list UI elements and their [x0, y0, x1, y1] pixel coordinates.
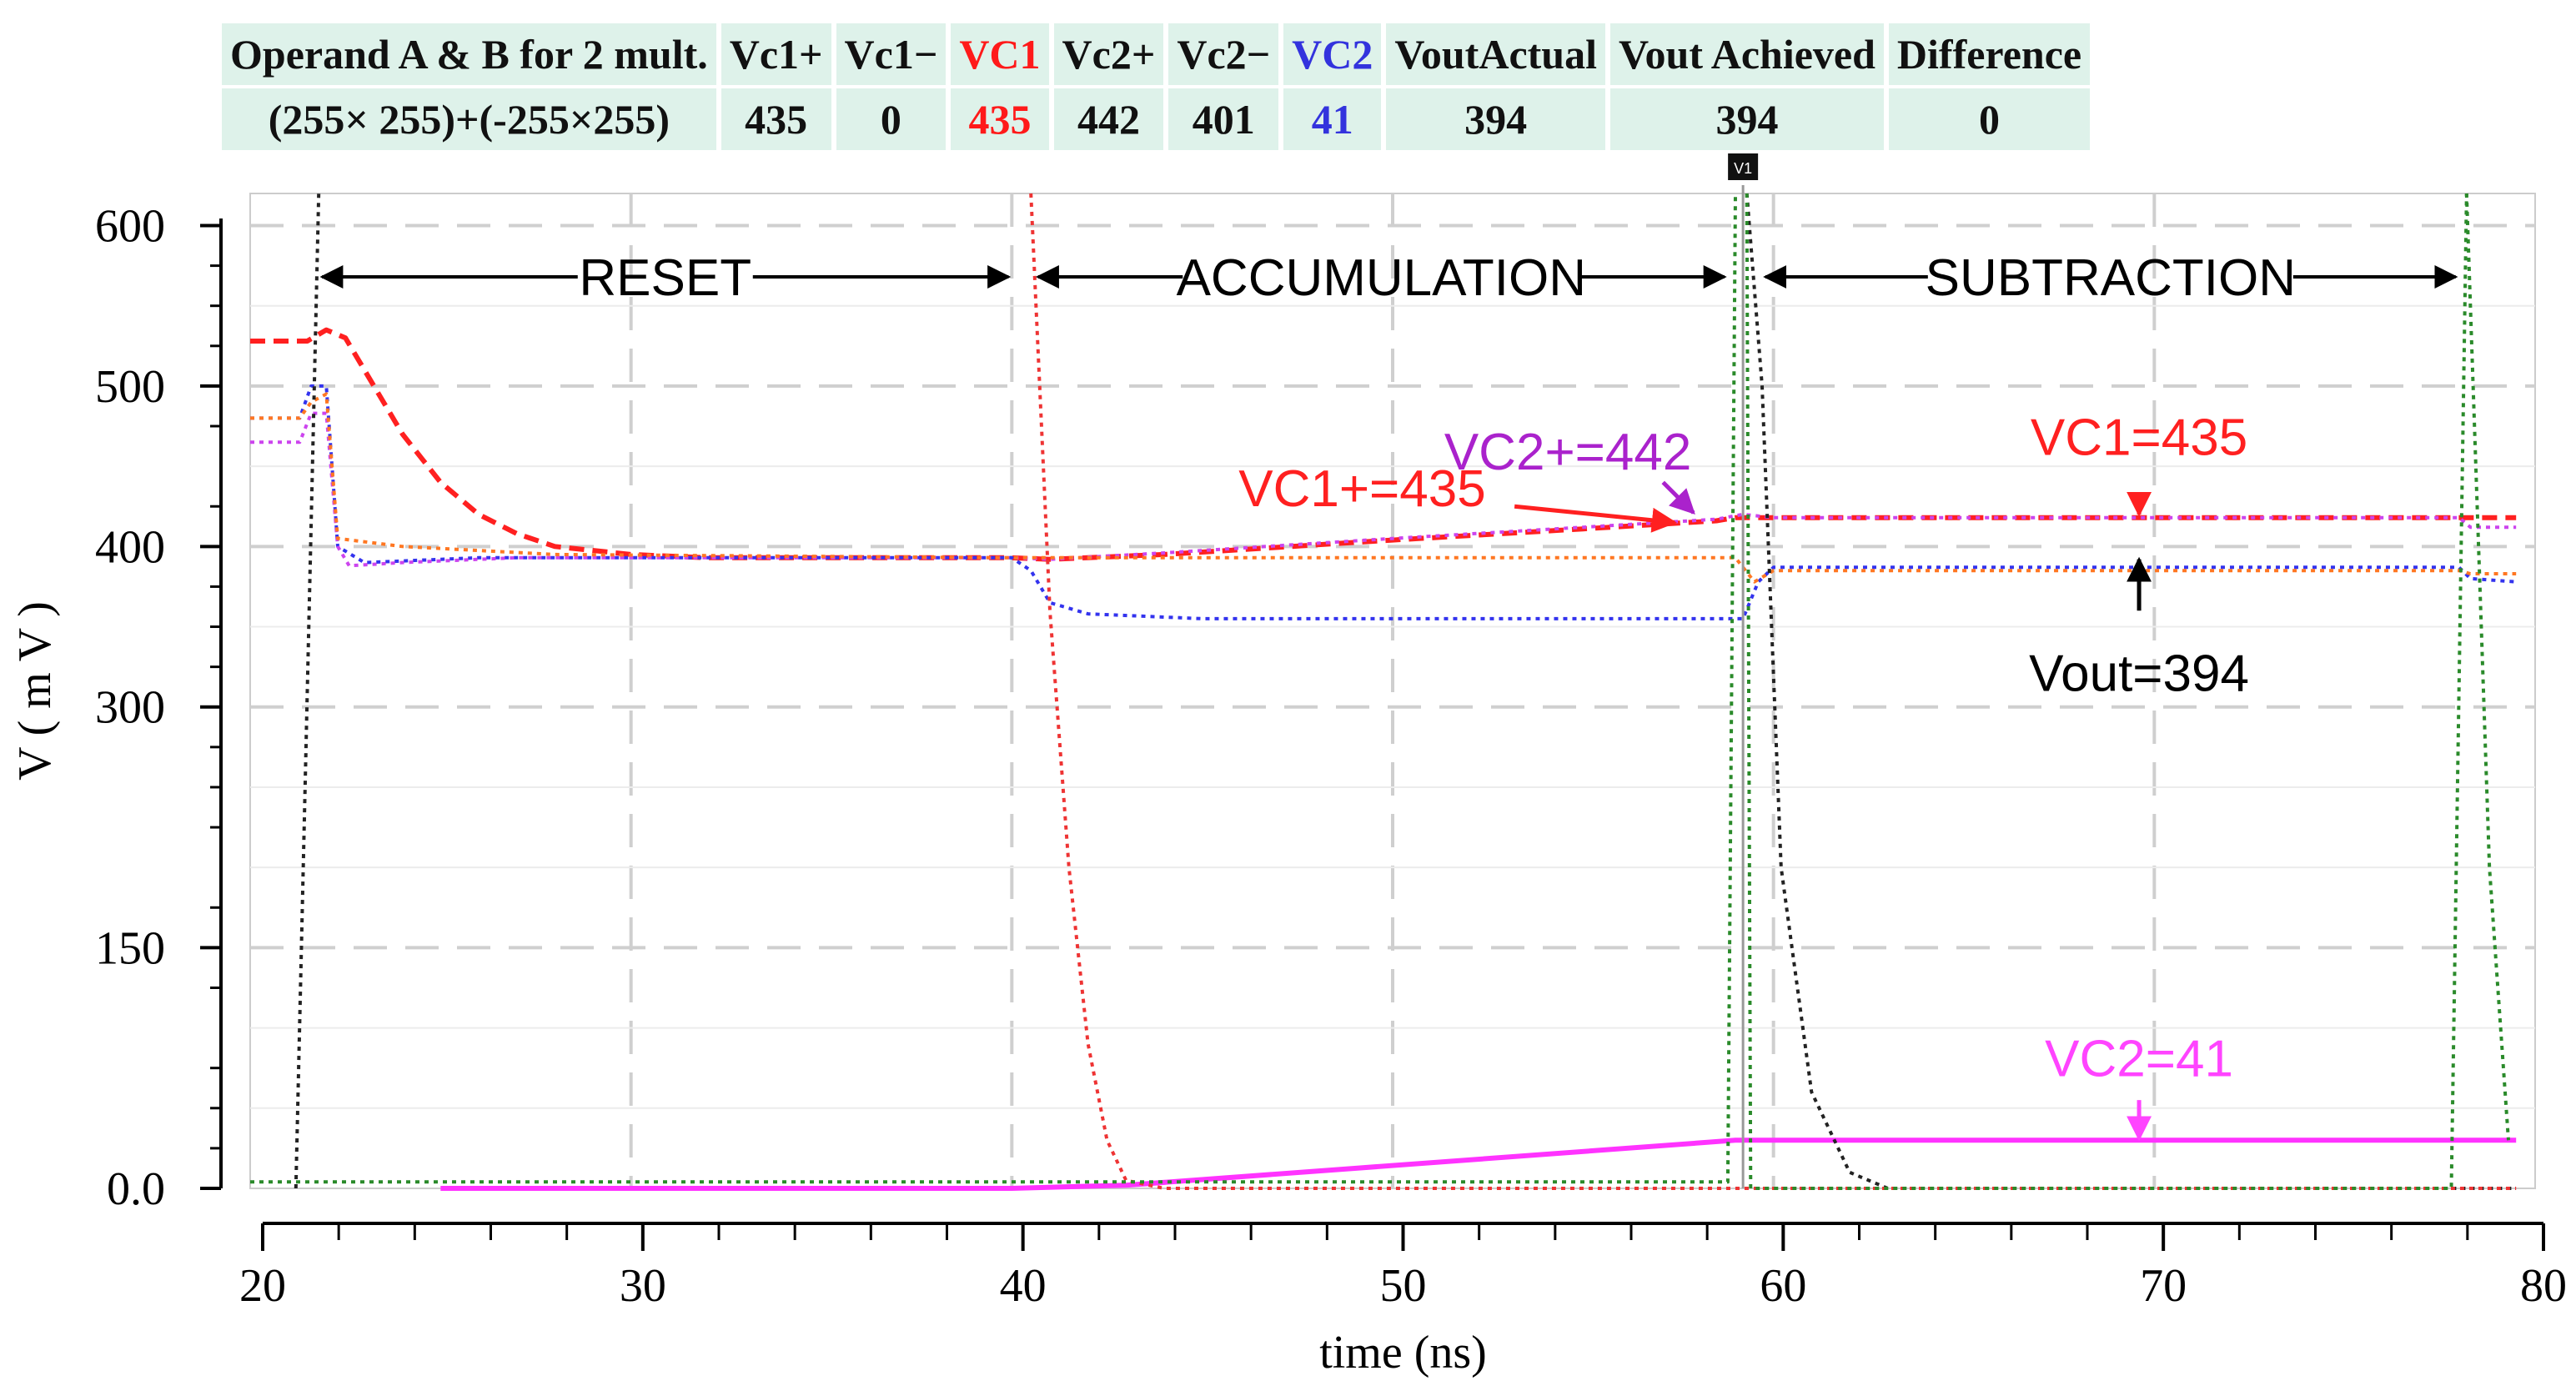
- table-header-row: Operand A & B for 2 mult. Vc1+ Vc1− VC1 Vc2+…: [222, 23, 2091, 85]
- x-tick-label: 50: [1380, 1260, 1427, 1312]
- x-tick-label: 60: [1760, 1260, 1806, 1312]
- series-line-11: [2464, 193, 2510, 1141]
- table-header-cell-3: VC1: [951, 23, 1049, 85]
- y-axis-title: V ( m V ): [9, 601, 61, 781]
- table-header-cell-5: Vc2−: [1168, 23, 1279, 85]
- region-subtraction: SUBTRACTION: [1763, 249, 2458, 307]
- series-line-6: [294, 193, 321, 1189]
- x-tick-label: 70: [2140, 1260, 2187, 1312]
- table-value-cell-3: 435: [951, 88, 1049, 150]
- table-header-cell-7: VoutActual: [1386, 23, 1605, 85]
- table-value-cell-6: 41: [1283, 88, 1382, 150]
- y-tick-label: 300: [95, 682, 165, 734]
- annotation-label: VC1=435: [2031, 409, 2247, 467]
- result-table: Operand A & B for 2 mult. Vc1+ Vc1− VC1 Vc2+…: [217, 20, 2095, 153]
- annotation-label: Vout=394: [2029, 645, 2249, 703]
- annotation-0: VC2+=442: [1444, 424, 1695, 515]
- region-reset: RESET: [319, 249, 1012, 307]
- y-tick-label: 500: [95, 361, 165, 413]
- series-line-2: [250, 411, 2517, 568]
- table-value-cell-9: 0: [1888, 88, 2091, 150]
- annotation-4: VC2=41: [2045, 1030, 2233, 1142]
- series-line-8: [1029, 193, 2517, 1190]
- series-layer: [250, 193, 2517, 1191]
- table-value-row: (255× 255)+(-255×255) 435 0 435 442 401 41 394 3…: [222, 88, 2091, 150]
- x-axis-title: time (ns): [1319, 1327, 1487, 1378]
- annotation-arrow: [1514, 504, 1677, 533]
- table-value-cell-5: 401: [1168, 88, 1279, 150]
- table-header-cell-6: VC2: [1283, 23, 1382, 85]
- x-tick-label: 40: [1000, 1260, 1047, 1312]
- table-header-cell-0: Operand A & B for 2 mult.: [222, 23, 716, 85]
- series-line-1: [250, 384, 2517, 620]
- x-tick-label: 30: [620, 1260, 666, 1312]
- table-value-cell-7: 394: [1386, 88, 1605, 150]
- series-line-10: [1745, 193, 2468, 1190]
- annotation-3: Vout=394: [2029, 556, 2249, 703]
- grid-lines: [250, 193, 2535, 1188]
- y-tick-label: 400: [95, 521, 165, 573]
- annotation-1: VC1+=435: [1238, 460, 1677, 533]
- y-tick-label: 0.0: [107, 1163, 165, 1215]
- annotation-label: VC2+=442: [1444, 424, 1691, 481]
- annotation-label: VC1+=435: [1238, 460, 1485, 518]
- y-tick-label: 600: [95, 200, 165, 252]
- x-tick-label: 20: [239, 1260, 286, 1312]
- series-line-4: [440, 1137, 2517, 1191]
- cursor-label: V1: [1734, 160, 1752, 177]
- cursor-badge: [1728, 153, 1759, 180]
- table-header-cell-1: Vc1+: [721, 23, 831, 85]
- y-tick-label: 150: [95, 922, 165, 974]
- axes: 0.0 150 300 400 500 600 20 30 40 50 60 70 80 time (ns…: [9, 200, 2567, 1378]
- phase-regions: RESET ACCUMULATION SUBTRACTION: [319, 249, 2458, 307]
- series-line-7: [1745, 193, 2517, 1190]
- region-label: ACCUMULATION: [1177, 249, 1586, 307]
- region-accumulation: ACCUMULATION: [1035, 249, 1727, 307]
- annotation-2: VC1=435: [2031, 409, 2247, 517]
- table-value-cell-8: 394: [1610, 88, 1884, 150]
- table-header-cell-2: Vc1−: [836, 23, 947, 85]
- region-label: SUBTRACTION: [1926, 249, 2296, 307]
- table-value-cell-1: 435: [721, 88, 831, 150]
- series-line-9: [250, 193, 1737, 1184]
- annotation-arrow: [1661, 480, 1695, 515]
- table-value-cell-4: 442: [1053, 88, 1164, 150]
- table-header-cell-4: Vc2+: [1053, 23, 1164, 85]
- x-tick-label: 80: [2520, 1260, 2567, 1312]
- table-header-cell-9: Difference: [1888, 23, 2091, 85]
- annotation-label: VC2=41: [2045, 1030, 2233, 1087]
- table-header-cell-8: Vout Achieved: [1610, 23, 1884, 85]
- region-label: RESET: [579, 249, 751, 307]
- table-value-cell-0: (255× 255)+(-255×255): [222, 88, 716, 150]
- cursor-marker: V1: [1728, 153, 1759, 1188]
- table-value-cell-2: 0: [836, 88, 947, 150]
